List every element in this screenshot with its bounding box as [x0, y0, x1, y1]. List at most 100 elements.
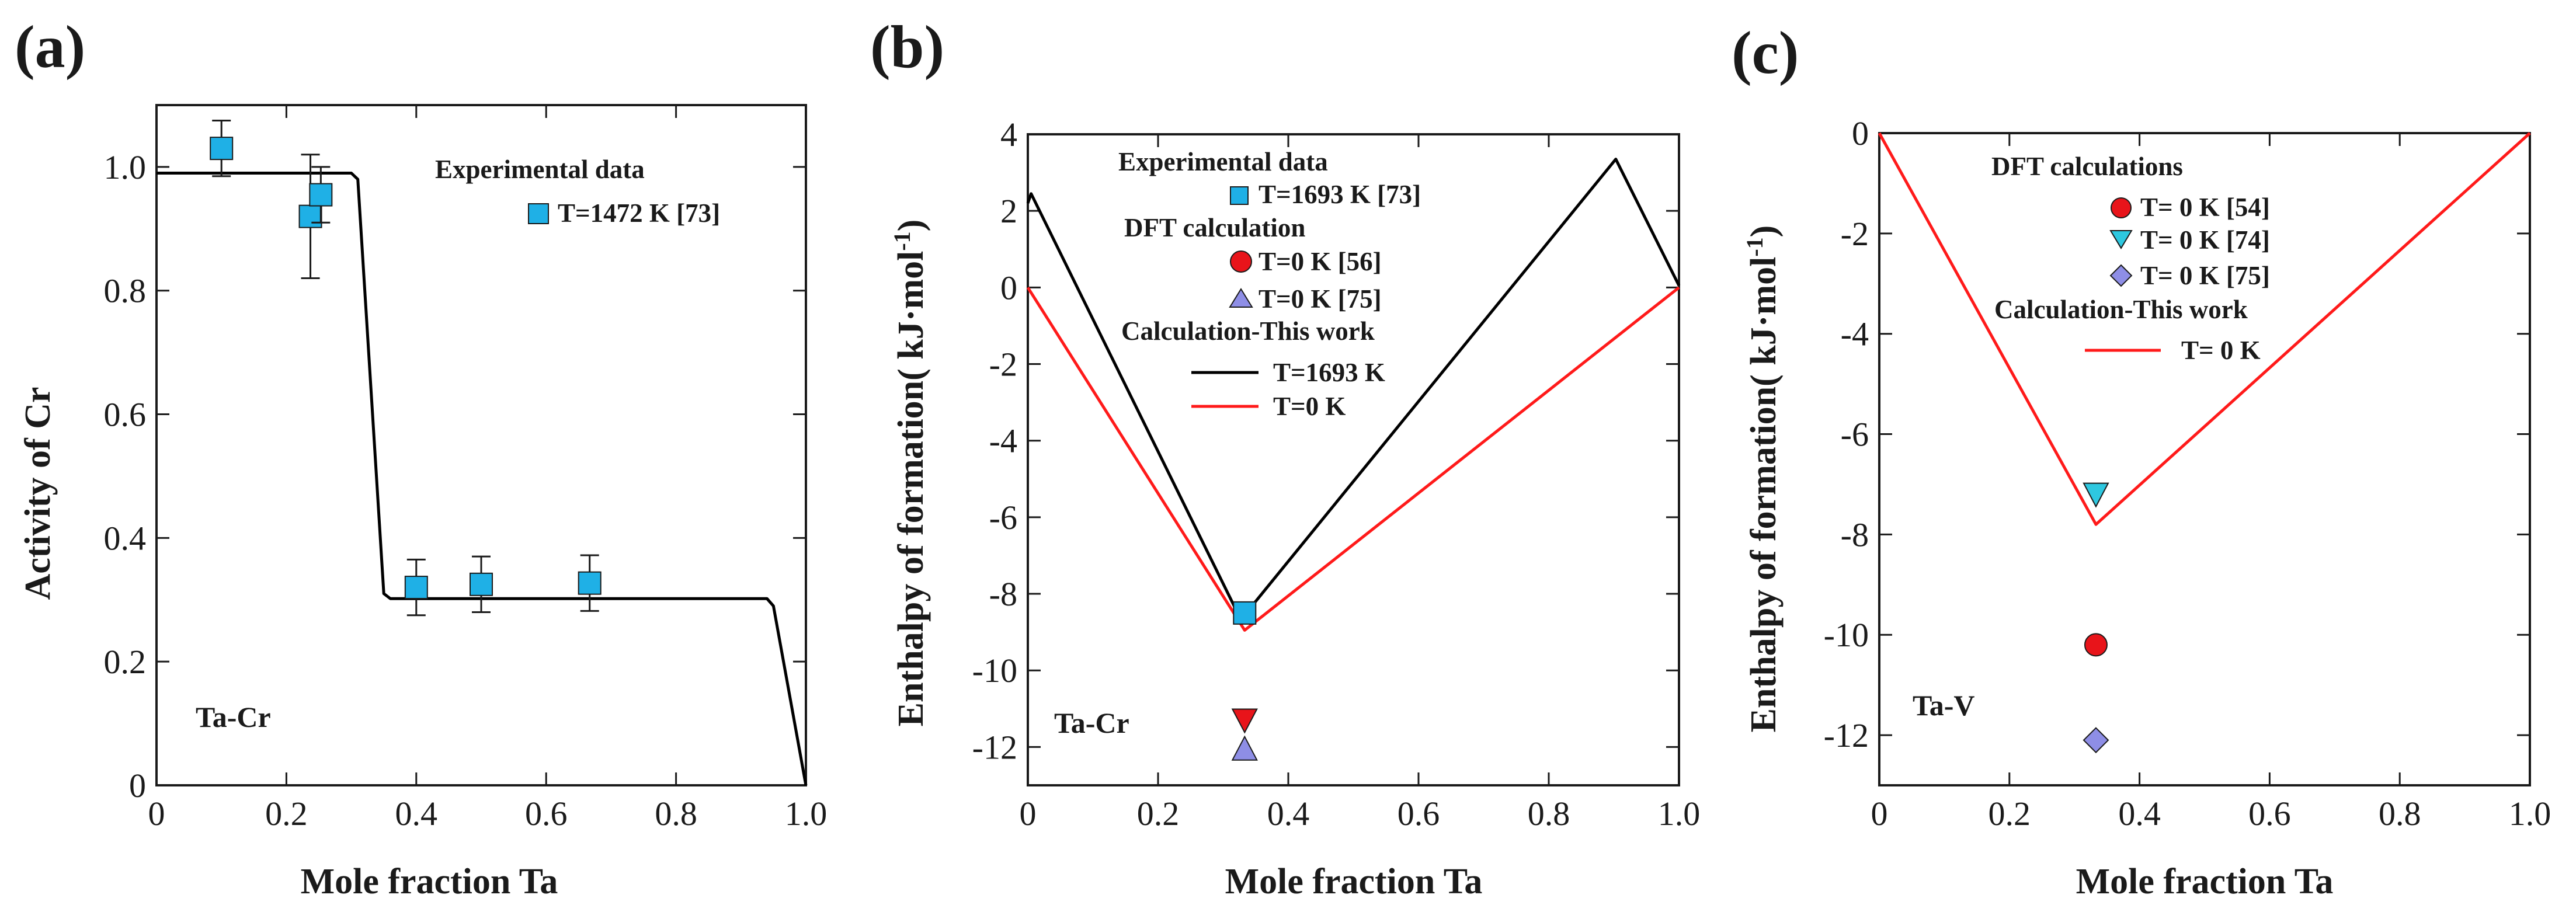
legend-a-header-experimental: Experimental data [435, 155, 645, 184]
panel-c-series-calc0-line [1878, 132, 2531, 526]
panel-a-y-tick-label: 0 [129, 767, 146, 805]
panel-b-y-axis-title: Enthalpy of formation( kJ·mol-1) [889, 220, 931, 727]
panel-a-x-tick-label: 1.0 [785, 795, 828, 833]
panel-b-series-calc0-line [1026, 286, 1680, 632]
panel-a-exp-point-4 [470, 572, 493, 596]
panel-c-x-tick-label: 0 [1871, 795, 1888, 833]
legend-b-header-dft: DFT calculation [1124, 213, 1305, 242]
legend-b-item-calc1693: T=1693 K [1273, 358, 1385, 387]
panel-b-label: (b) [870, 13, 944, 81]
panel-b-y-tick-label: 4 [1000, 116, 1017, 154]
panel-a-x-axis-title: Mole fraction Ta [301, 862, 558, 901]
panel-c-y-tick-label: 0 [1852, 114, 1869, 152]
panel-c-system-annotation: Ta-V [1913, 689, 1975, 722]
panel-a-x-tick-label: 0 [148, 795, 165, 833]
legend-b-item-calc0: T=0 K [1273, 392, 1346, 421]
panel-b-x-tick-label: 0.4 [1267, 795, 1310, 833]
panel-b-y-tick-label: 2 [1000, 192, 1017, 230]
legend-b-header-experimental: Experimental data [1118, 147, 1328, 176]
legend-a-square-marker-icon [528, 203, 549, 224]
legend-b-header-calc: Calculation-This work [1121, 316, 1375, 346]
legend-a-item-exp: T=1472 K [73] [558, 199, 720, 228]
panel-b-x-tick-label: 0.2 [1137, 795, 1180, 833]
panel-b-y-tick-label: 0 [1000, 269, 1017, 307]
panel-a-series-calc-line [157, 172, 808, 786]
panel-b-y-tick-label: -10 [972, 652, 1017, 690]
panel-a-y-tick-label: 0.4 [104, 519, 147, 557]
panel-a-exp-point-1 [298, 204, 322, 228]
panel-b-y-tick-label: -8 [989, 575, 1017, 613]
panel-c-y-tick-label: -10 [1824, 616, 1869, 654]
panel-a-x-tick-label: 0.2 [265, 795, 308, 833]
legend-c-item-dft74: T= 0 K [74] [2140, 225, 2270, 255]
panel-a-exp-point-0 [210, 137, 234, 161]
panel-a-legend: Experimental data T=1472 K [73] [435, 155, 720, 228]
legend-c-header-calc: Calculation-This work [1994, 295, 2248, 324]
panel-a-x-tick-label: 0.4 [395, 795, 438, 833]
panel-c-x-tick-label: 0.4 [2118, 795, 2161, 833]
panel-b-x-tick-label: 0.6 [1397, 795, 1440, 833]
panel-c-dft74-point-0 [2083, 482, 2109, 508]
panel-a-y-tick-label: 0.2 [104, 643, 147, 681]
panel-c-y-tick-label: -6 [1841, 416, 1869, 454]
panel-a: (a) 0 0.2 0.4 0.6 0.8 1.0 0 0.2 0.4 0.6 0.8 1.0 Mol… [15, 13, 827, 901]
panel-c-x-axis-title: Mole fraction Ta [2076, 862, 2334, 901]
panel-c-y-tick-label: -8 [1841, 516, 1869, 554]
legend-b-square-marker-icon [1230, 186, 1249, 205]
panel-b-system-annotation: Ta-Cr [1054, 706, 1129, 739]
legend-b-circle-marker-icon [1230, 250, 1252, 273]
legend-c-item-dft75: T= 0 K [75] [2140, 261, 2270, 290]
legend-c-item-calc0: T= 0 K [2181, 336, 2261, 365]
panel-b-dft75-point-0 [1231, 735, 1258, 761]
panel-b-x-tick-label: 0.8 [1528, 795, 1570, 833]
panel-c-x-tick-label: 0.8 [2379, 795, 2421, 833]
panel-c-x-tick-label: 1.0 [2509, 795, 2551, 833]
legend-b-item-dft56: T=0 K [56] [1259, 247, 1382, 276]
panel-b-x-tick-label: 0 [1020, 795, 1037, 833]
panel-b-dft56-point-0 [1231, 708, 1258, 734]
panel-b-y-tick-label: -12 [972, 728, 1017, 766]
legend-c-triangle-down-marker-icon [2109, 230, 2133, 249]
panel-b-plot-area: 0 0.2 0.4 0.6 0.8 1.0 -12 -10 -8 -6 -4 -2 0 2 4 [972, 116, 1701, 833]
legend-c-header-dft: DFT calculations [1991, 152, 2183, 181]
panel-c-x-tick-label: 0.2 [1989, 795, 2031, 833]
panel-b-x-tick-label: 1.0 [1658, 795, 1701, 833]
panel-b-y-tick-label: -4 [989, 422, 1017, 460]
panel-b-y-tick-label: -6 [989, 499, 1017, 537]
panel-a-system-annotation: Ta-Cr [196, 701, 271, 733]
legend-b-item-exp: T=1693 K [73] [1259, 180, 1421, 209]
legend-b-triangle-up-marker-icon [1229, 288, 1253, 308]
panel-a-exp-point-2 [309, 183, 333, 207]
panel-a-label: (a) [15, 13, 85, 81]
panel-b-y-tick-label: -2 [989, 346, 1017, 384]
panel-a-exp-point-3 [404, 576, 428, 600]
panel-a-y-tick-label: 1.0 [104, 148, 147, 186]
panel-b-x-axis-title: Mole fraction Ta [1225, 862, 1483, 901]
panel-b: (b) 0 0.2 0.4 0.6 0.8 1.0 -12 -10 -8 -6 -4 -2 0 2 4 Mo… [870, 13, 1700, 901]
panel-c-y-tick-label: -4 [1841, 315, 1869, 353]
legend-c-diamond-marker-icon [2109, 264, 2133, 287]
panel-c: (c) 0 0.2 0.4 0.6 0.8 1.0 -12 -10 -8 -6 -4 -2 0 Mole… [1732, 19, 2551, 901]
panel-a-y-tick-label: 0.8 [104, 272, 147, 310]
panel-c-frame [1878, 132, 2531, 786]
panel-c-legend: DFT calculations T= 0 K [54] T= 0 K [74]… [1991, 152, 2270, 365]
panel-a-frame [155, 104, 807, 786]
panel-a-x-tick-label: 0.8 [655, 795, 697, 833]
panel-a-y-axis-title: Activity of Cr [18, 387, 58, 600]
panel-a-y-tick-label: 0.6 [104, 396, 147, 434]
panel-a-exp-point-5 [578, 571, 602, 595]
legend-c-circle-marker-icon [2111, 197, 2132, 218]
panel-c-y-axis-title: Enthalpy of formation( kJ·mol-1) [1741, 225, 1784, 733]
panel-a-x-tick-label: 0.6 [525, 795, 568, 833]
legend-c-item-dft54: T= 0 K [54] [2140, 193, 2270, 222]
panel-c-dft75-point-0 [2083, 727, 2109, 754]
panel-b-legend: Experimental data T=1693 K [73] DFT calc… [1118, 147, 1421, 421]
panel-c-y-tick-label: -2 [1841, 215, 1869, 253]
panel-a-plot-area: 0 0.2 0.4 0.6 0.8 1.0 0 0.2 0.4 0.6 0.8 1.0 [104, 104, 828, 833]
panel-c-plot-area: 0 0.2 0.4 0.6 0.8 1.0 -12 -10 -8 -6 -4 -2 0 [1824, 114, 2551, 833]
panel-b-frame [1027, 133, 1680, 786]
legend-b-item-dft75: T=0 K [75] [1259, 284, 1382, 314]
panel-c-label: (c) [1732, 19, 1799, 86]
panel-c-dft54-point-0 [2084, 633, 2108, 657]
